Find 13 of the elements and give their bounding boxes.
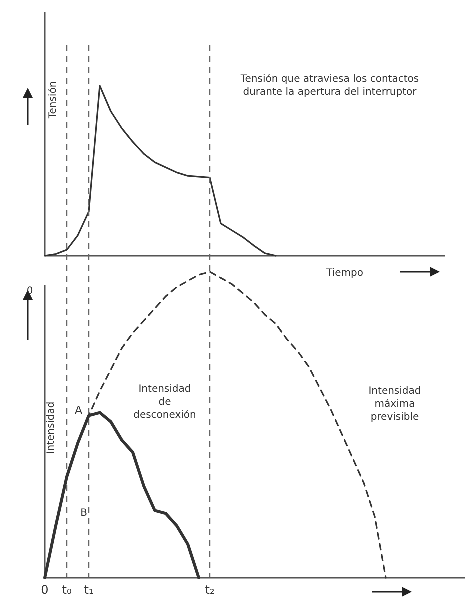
annotation: Intensidad de desconexión	[134, 384, 196, 421]
y-axis-title: Intensidad	[46, 402, 57, 454]
x-tick-label: t₂	[205, 583, 215, 597]
x-tick-label: t₀	[62, 583, 72, 597]
y-axis-title: Tensión	[48, 81, 59, 120]
annotation: Tensión que atraviesa los contactos durante la apertura del interruptor	[240, 74, 420, 98]
annotation: B	[80, 508, 88, 519]
text: 0	[26, 286, 34, 297]
x-tick-label: t₁	[84, 583, 94, 597]
x-tick-label: 0	[41, 583, 49, 597]
annotation: A	[75, 404, 83, 417]
x-axis-title: Tiempo	[326, 268, 364, 279]
annotation: Intensidad máxima previsible	[368, 386, 422, 423]
